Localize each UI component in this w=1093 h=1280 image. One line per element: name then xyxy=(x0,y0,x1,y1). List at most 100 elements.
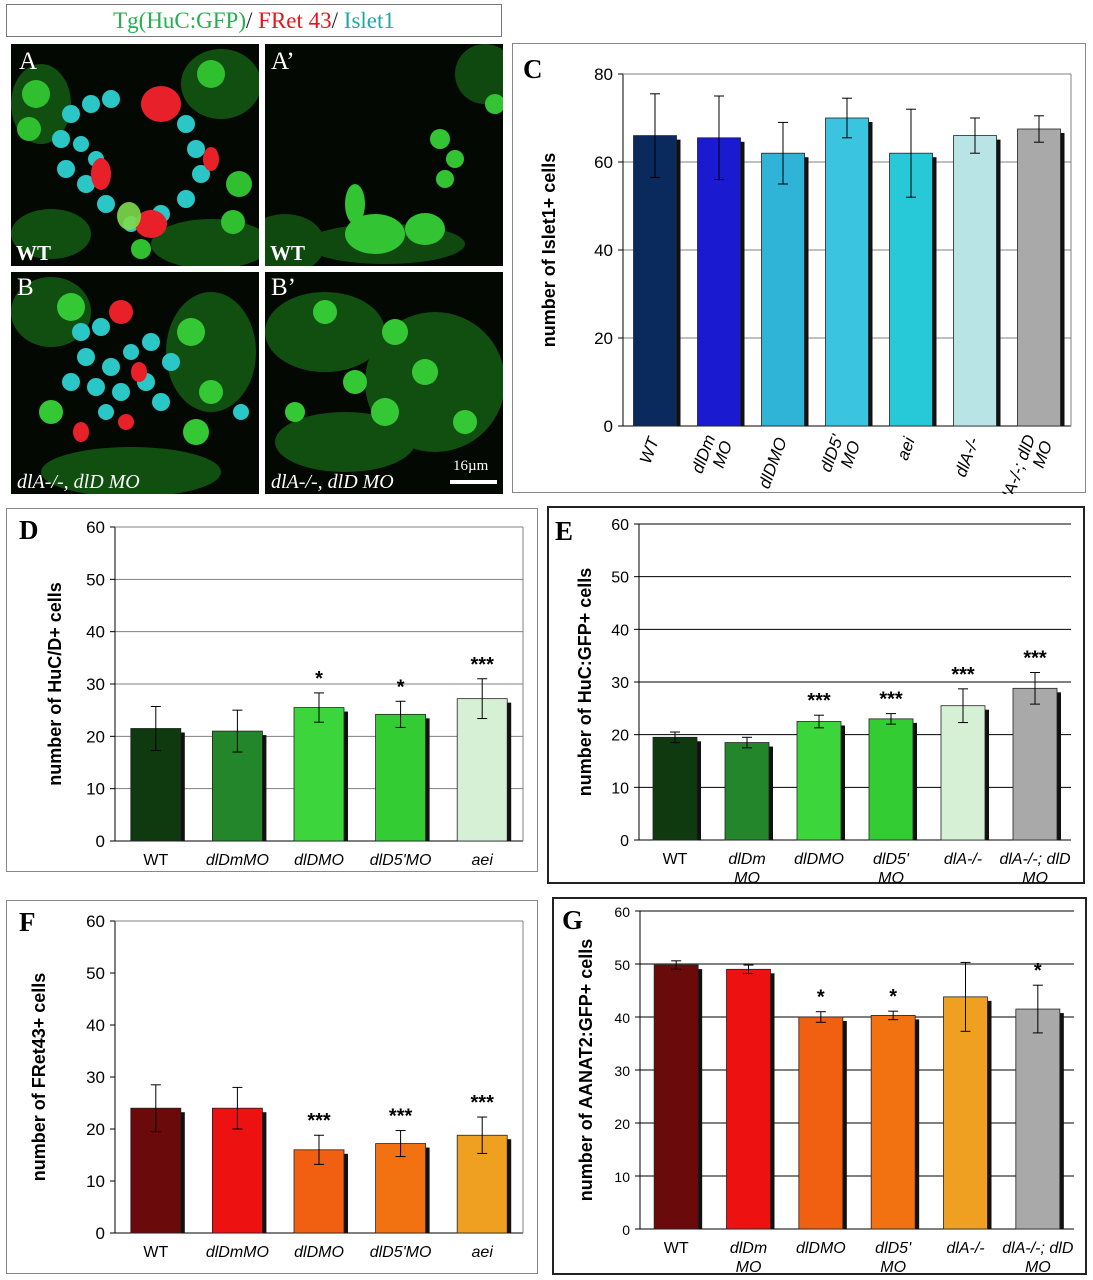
bar xyxy=(1012,687,1058,841)
bar xyxy=(652,736,698,841)
bar xyxy=(726,968,771,1230)
chart-f: 0 10 20 30 40 50 60 number of FRet43+ cells F WT d… xyxy=(19,907,524,1261)
y-axis-label: number of AANAT2:GFP+ cells xyxy=(576,939,596,1202)
bar xyxy=(724,742,770,841)
legend-separator: / xyxy=(246,8,259,33)
bar xyxy=(375,713,427,842)
panel-letter-d: D xyxy=(19,515,39,545)
bar xyxy=(796,721,842,841)
legend-islet1: Islet1 xyxy=(343,8,395,33)
x-tick-label: aei xyxy=(472,1244,494,1261)
y-tick-label: 60 xyxy=(86,912,105,931)
chart-e-panel: 0 10 20 30 40 50 60 number of HuC:GFP+ cells E WT… xyxy=(547,506,1085,886)
stain-legend: Tg(HuC:GFP)/ FRet 43/ Islet1 xyxy=(6,4,502,37)
scale-bar-label: 16µm xyxy=(453,458,489,474)
bar xyxy=(889,152,933,427)
significance-label: *** xyxy=(307,1110,331,1132)
bar xyxy=(798,1016,844,1230)
panel-label-a: WT xyxy=(16,241,52,265)
micrograph-a: A WT xyxy=(11,44,259,266)
y-tick-label: 50 xyxy=(614,957,630,973)
y-tick-label: 30 xyxy=(86,1068,105,1087)
y-tick-label: 0 xyxy=(96,1224,105,1243)
y-tick-label: 30 xyxy=(611,675,629,692)
bar xyxy=(375,1143,427,1234)
chart-d-panel: 0 10 20 30 40 50 60 number of HuC/D+ cells D WT dl… xyxy=(6,508,538,872)
bar xyxy=(456,698,508,842)
significance-label: *** xyxy=(807,690,831,712)
bar xyxy=(825,117,869,427)
y-tick-label: 50 xyxy=(86,964,105,983)
micrograph-b: B dlA-/-, dlD MO xyxy=(11,272,259,494)
x-tick-label: WT xyxy=(636,433,663,466)
panel-letter-b-prime: B’ xyxy=(271,274,296,301)
y-axis-label: number of Islet1+ cells xyxy=(539,153,559,348)
chart-f-panel: 0 10 20 30 40 50 60 number of FRet43+ cells F WT d… xyxy=(6,900,538,1274)
x-tick-label: aei xyxy=(893,434,919,463)
x-tick-label: dlD5'MO xyxy=(370,852,432,869)
significance-label: *** xyxy=(471,654,495,676)
panel-letter-b: B xyxy=(17,274,34,301)
y-tick-label: 0 xyxy=(604,417,613,436)
significance-label: *** xyxy=(389,1106,413,1128)
significance-label: * xyxy=(315,668,323,690)
x-tick-label: dlA-/- xyxy=(946,1240,984,1257)
y-tick-label: 50 xyxy=(611,570,629,587)
x-tick-label: dlA-/- xyxy=(951,435,983,480)
panel-letter-c: C xyxy=(523,54,543,84)
y-tick-label: 40 xyxy=(86,623,105,642)
y-tick-label: 20 xyxy=(86,1120,105,1139)
x-tick-label: WT xyxy=(663,851,688,868)
legend-fret43: FRet 43 xyxy=(258,8,332,33)
y-tick-label: 20 xyxy=(611,728,629,745)
x-tick-label: dlA-/- xyxy=(944,851,982,868)
significance-label: *** xyxy=(1023,648,1047,670)
bar xyxy=(293,707,345,842)
chart-g: 0 10 20 30 40 50 60 number of AANAT2:GFP+ cells… xyxy=(562,904,1074,1276)
y-tick-label: 40 xyxy=(611,622,629,639)
y-tick-label: 60 xyxy=(86,518,105,537)
chart-c-panel: 0 20 40 60 80 number of Islet1+ cells C WT dlDmM… xyxy=(512,43,1086,494)
x-tick-label: dlA-/-; dlDMO xyxy=(996,432,1057,494)
x-tick-label: WT xyxy=(664,1240,689,1257)
significance-label: * xyxy=(1034,960,1042,982)
x-tick-label: dlDMO xyxy=(294,852,344,869)
micrograph-b-prime-image xyxy=(265,292,503,472)
significance-label: * xyxy=(397,676,405,698)
significance-label: *** xyxy=(879,689,903,711)
chart-c: 0 20 40 60 80 number of Islet1+ cells C WT dlDmM… xyxy=(523,54,1072,494)
y-axis-label: number of HuC/D+ cells xyxy=(45,582,65,786)
micrograph-a-prime: A’ WT xyxy=(265,44,503,266)
x-tick-label: dlDmMO xyxy=(206,852,269,869)
y-tick-label: 80 xyxy=(594,65,613,84)
x-tick-label: dlD5'MO xyxy=(873,851,910,886)
y-tick-label: 0 xyxy=(620,833,629,850)
bar xyxy=(870,1015,916,1230)
panel-letter-f: F xyxy=(19,907,36,937)
chart-g-panel: 0 10 20 30 40 50 60 number of AANAT2:GFP+ cells… xyxy=(552,897,1087,1276)
micrograph-a-image xyxy=(11,49,259,266)
x-tick-label: dlDMO xyxy=(755,435,791,491)
y-tick-label: 60 xyxy=(614,904,630,920)
panel-label-a-prime: WT xyxy=(270,241,306,265)
panel-label-b-prime: dlA-/-, dlD MO xyxy=(271,471,394,493)
x-tick-label: dlDmMO xyxy=(206,1244,269,1261)
x-tick-label: dlDMO xyxy=(294,1244,344,1261)
y-axis-label: number of FRet43+ cells xyxy=(29,973,49,1182)
chart-d: 0 10 20 30 40 50 60 number of HuC/D+ cells D WT dl… xyxy=(19,515,524,869)
legend-huc-gfp: Tg(HuC:GFP) xyxy=(113,8,247,33)
panel-label-b: dlA-/-, dlD MO xyxy=(17,471,140,493)
y-tick-label: 10 xyxy=(86,1172,105,1191)
y-tick-label: 0 xyxy=(96,832,105,851)
x-tick-label: dlD5'MO xyxy=(875,1240,912,1276)
y-axis-label: number of HuC:GFP+ cells xyxy=(575,568,595,797)
bar xyxy=(1017,128,1061,427)
y-tick-label: 20 xyxy=(614,1116,630,1132)
x-tick-label: dlDmMO xyxy=(688,432,736,482)
y-tick-label: 50 xyxy=(86,570,105,589)
significance-label: *** xyxy=(471,1092,495,1114)
bar xyxy=(953,135,997,427)
x-tick-label: dlDMO xyxy=(794,851,844,868)
